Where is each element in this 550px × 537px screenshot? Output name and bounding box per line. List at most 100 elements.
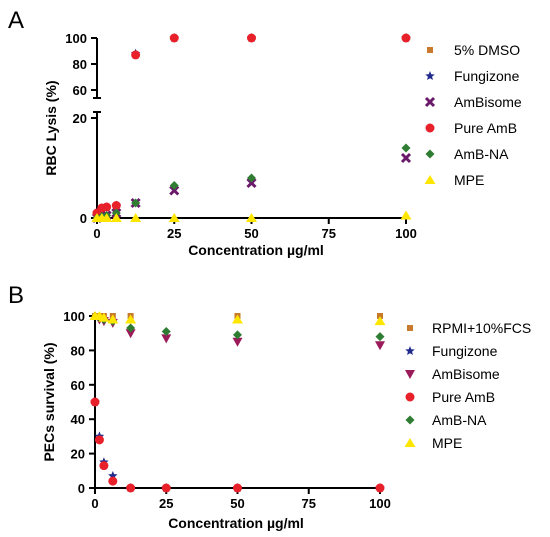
panel-b-point: [375, 483, 385, 493]
panel-b-y-tick-label: 20: [71, 447, 85, 462]
panel-a-point: [169, 185, 180, 196]
panel-a-legend-marker: [424, 96, 436, 108]
panel-b-point: [233, 330, 242, 340]
panel-a-legend-label: Fungizone: [454, 68, 520, 84]
panel-a-point: [246, 213, 257, 222]
panel-b-point: [98, 312, 110, 322]
panel-b-point: [108, 470, 118, 481]
panel-a-point: [400, 210, 412, 220]
panel-b-point: [232, 337, 243, 347]
panel-b-legend-label: AmB-NA: [432, 412, 487, 428]
panel-a-point: [131, 50, 141, 60]
panel-a-point: [246, 177, 257, 189]
panel-a-x-tick-label: 0: [93, 226, 100, 241]
panel-b-legend-marker: [405, 346, 415, 356]
panel-b-x-tick-label: 100: [369, 496, 391, 511]
panel-b-legend-marker: [405, 370, 415, 379]
panel-a-point: [110, 213, 122, 222]
panel-a-point: [169, 181, 179, 190]
panel-b-legend-label: RPMI+10%FCS: [432, 320, 531, 336]
panel-b-x-tick-label: 0: [91, 496, 98, 511]
panel-a-legend: 5% DMSO Fungizone AmBisome Pure AmB AmB-NA MP…: [424, 42, 522, 188]
panel-b-point: [90, 397, 100, 407]
panel-b-point: [161, 326, 171, 336]
panel-a-point: [102, 202, 112, 212]
panel-a-legend-label: AmB-NA: [454, 146, 509, 162]
panel-a-x-tick-label: 25: [167, 226, 181, 241]
panel-a-point: [169, 33, 179, 43]
panel-b-point: [107, 314, 119, 324]
panel-b-marks: [89, 311, 386, 493]
panel-b-point: [233, 483, 242, 493]
panel-a-xlabel: Concentration µg/ml: [188, 242, 324, 258]
panel-a-legend-label: AmBisome: [454, 94, 522, 110]
panel-a-y-tick-label: 100: [65, 31, 87, 46]
panel-a-x-tick-label: 100: [395, 226, 417, 241]
panel-b: B PECs survival (%) Concentration µg/ml …: [8, 282, 531, 531]
panel-b-legend-label: AmBisome: [432, 366, 500, 382]
panel-b-point: [375, 332, 385, 342]
panel-a-point: [111, 201, 121, 210]
panel-a-x-tick-label: 75: [322, 226, 336, 241]
panel-b-ylabel: PECs survival (%): [41, 342, 57, 461]
panel-b-legend-marker: [405, 415, 415, 425]
panel-a-legend-marker: [427, 47, 433, 53]
panel-a-y-tick-label: 60: [73, 83, 87, 98]
panel-b-y-tick-label: 100: [63, 309, 85, 324]
panel-a-legend-marker: [425, 71, 435, 81]
panel-b-point: [374, 316, 386, 326]
panel-b-point: [108, 476, 118, 486]
panel-a-legend-marker: [425, 123, 435, 133]
panel-b-letter: B: [8, 282, 24, 309]
panel-b-y-tick-label: 60: [71, 378, 85, 393]
panel-b-legend: RPMI+10%FCS Fungizone AmBisome Pure AmB AmB-…: [404, 320, 531, 451]
panel-b-x-tick-label: 75: [302, 496, 316, 511]
panel-a-point: [101, 213, 113, 222]
panel-b-point: [126, 483, 136, 493]
panel-a-point: [247, 33, 256, 43]
panel-a: A RBC Lysis (%) Concentration µg/ml 60 80…: [8, 7, 522, 258]
panel-b-point: [161, 334, 172, 344]
panel-a-legend-label: 5% DMSO: [454, 42, 520, 58]
panel-b-x-tick-label: 50: [230, 496, 244, 511]
panel-a-y-tick-label: 80: [73, 57, 87, 72]
panel-a-point: [401, 143, 411, 153]
panel-a-legend-label: MPE: [454, 172, 484, 188]
panel-b-legend-label: MPE: [432, 435, 462, 451]
panel-a-x-tick-label: 50: [244, 226, 258, 241]
panel-b-point: [125, 329, 136, 339]
panel-b-legend-marker: [405, 392, 415, 402]
panel-b-point: [99, 461, 109, 471]
panel-b-point: [126, 323, 136, 333]
panel-b-x-tick-label: 25: [159, 496, 173, 511]
panel-b-point: [94, 435, 104, 445]
panel-b-legend-label: Pure AmB: [432, 389, 495, 405]
panel-a-y-tick-label: 0: [80, 211, 87, 226]
panel-b-y-tick-label: 40: [71, 412, 85, 427]
panel-b-point: [125, 314, 137, 324]
panel-b-legend-marker: [404, 438, 416, 447]
panel-a-legend-label: Pure AmB: [454, 120, 517, 136]
panel-a-point: [400, 152, 412, 164]
panel-a-legend-marker: [424, 175, 436, 184]
panel-b-axes: 0 20 40 60 80 100 0 25 50 75 100: [63, 309, 391, 511]
panel-b-point: [377, 313, 383, 319]
panel-a-point: [401, 33, 411, 43]
panel-a-legend-marker: [425, 149, 435, 159]
panel-a-point: [247, 173, 256, 183]
panel-b-point: [161, 483, 171, 493]
panel-b-legend-marker: [407, 325, 413, 331]
panel-b-y-tick-label: 0: [78, 481, 85, 496]
panel-b-xlabel: Concentration µg/ml: [168, 515, 304, 531]
panel-a-marks: [91, 33, 412, 224]
panel-a-y-tick-label: 20: [73, 111, 87, 126]
panel-a-letter: A: [8, 7, 24, 34]
panel-b-point: [375, 341, 385, 351]
panel-a-ylabel: RBC Lysis (%): [43, 80, 59, 175]
panel-a-point: [130, 213, 142, 222]
panel-a-point: [131, 198, 141, 208]
panel-b-point: [232, 314, 243, 324]
panel-b-y-tick-label: 80: [71, 343, 85, 358]
panel-a-point: [168, 213, 180, 222]
